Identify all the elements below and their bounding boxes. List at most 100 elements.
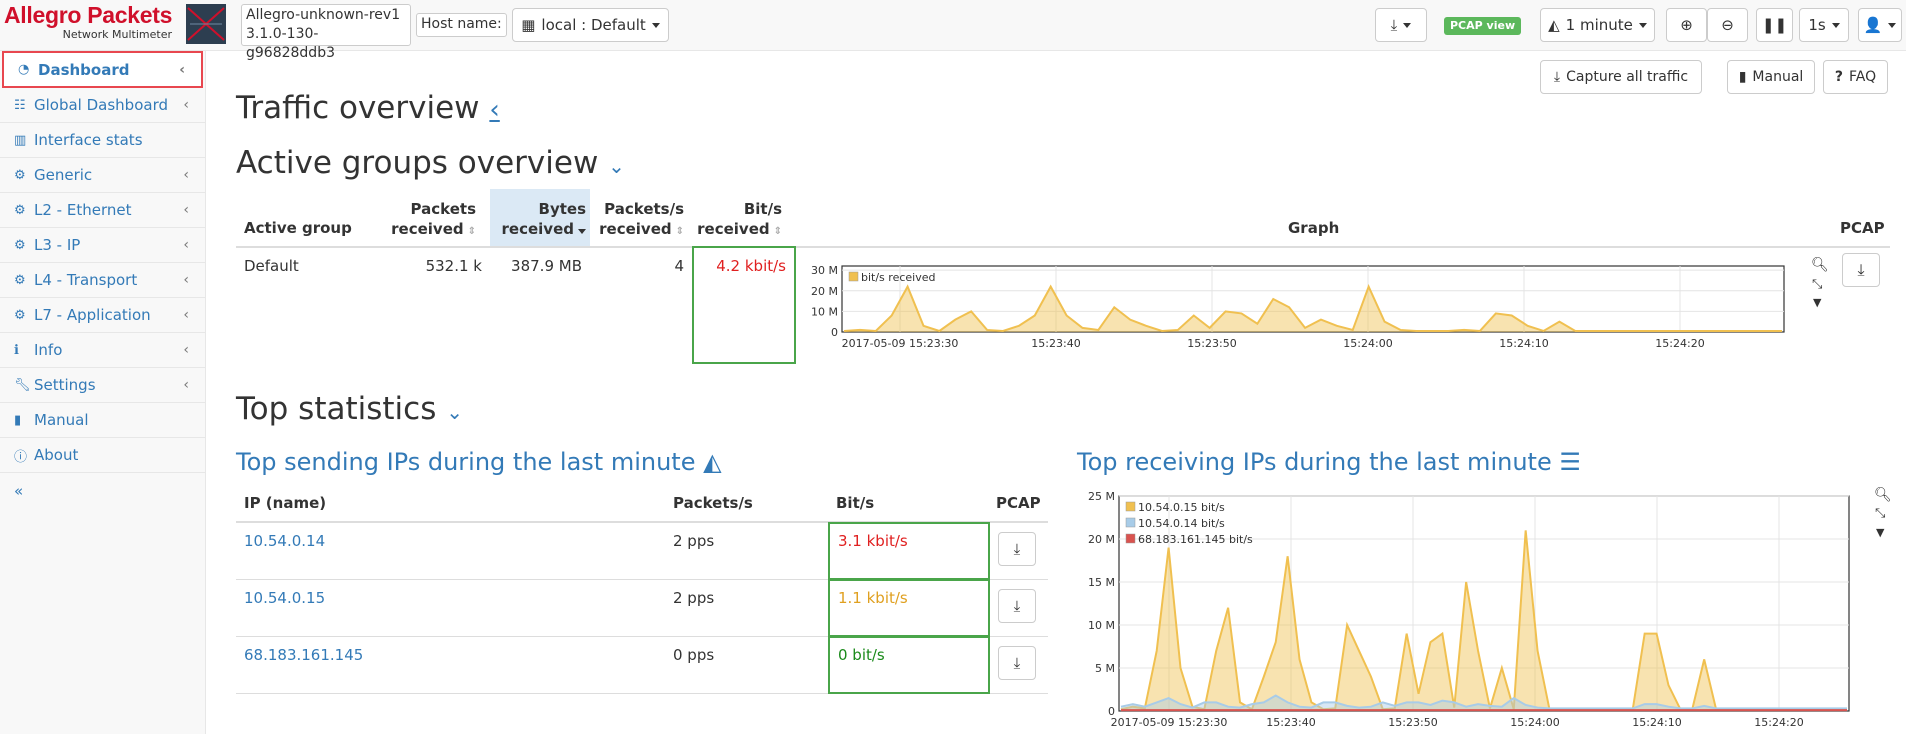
sidebar-item-manual[interactable]: ▮ Manual (0, 403, 205, 438)
chevron-left-icon: ‹ (183, 167, 189, 183)
ip-link[interactable]: 10.54.0.15 (244, 589, 326, 607)
interval-select[interactable]: ◭ 1 minute (1540, 8, 1655, 42)
col-bytes-received[interactable]: Bytes received (488, 199, 586, 239)
pcap-view-badge[interactable]: PCAP view (1444, 17, 1522, 35)
sidebar-item-l3-ip[interactable]: ⚙ L3 - IP ‹ (0, 228, 205, 263)
ip-bps: 1.1 kbit/s (838, 589, 908, 607)
ip-pcap-download-button[interactable]: ⤓ (998, 589, 1036, 623)
y-tick-label: 5 M (1095, 662, 1115, 675)
download-icon: ⤓ (1013, 540, 1021, 558)
export-dropdown-button[interactable]: ⤓ (1375, 8, 1427, 42)
chevron-down-icon[interactable]: ⌄ (446, 400, 463, 424)
ip-pps: 2 pps (673, 532, 715, 550)
gear-icon: ⚙ (14, 202, 26, 218)
chevron-left-icon: ‹ (183, 307, 189, 323)
sidebar-item-l2-ethernet[interactable]: ⚙ L2 - Ethernet ‹ (0, 193, 205, 228)
pause-button[interactable]: ❚❚ (1756, 8, 1793, 42)
legend-label: 10.54.0.15 bit/s (1138, 501, 1225, 514)
host-select[interactable]: ▦ local : Default (512, 8, 669, 42)
zoom-icon[interactable]: 🔍︎ (1811, 257, 1829, 273)
y-tick-label: 20 M (811, 285, 838, 298)
refresh-rate-value: 1s (1808, 16, 1826, 34)
col-pps-label: Packets/s received (599, 200, 684, 238)
book-icon: ▮ (14, 412, 22, 428)
col-packets-received[interactable]: Packets received ⇕ (380, 199, 476, 242)
chevron-down-icon[interactable]: ⌄ (608, 154, 625, 178)
sidebar-item-dashboard[interactable]: ◔ Dashboard ‹ (2, 51, 203, 88)
ip-link[interactable]: 68.183.161.145 (244, 646, 364, 664)
ip-link[interactable]: 10.54.0.14 (244, 532, 326, 550)
zoom-in-button[interactable]: ⊕ (1666, 8, 1707, 42)
faq-button[interactable]: ? FAQ (1823, 60, 1888, 94)
ip-pcap-download-button[interactable]: ⤓ (998, 646, 1036, 680)
col-pps-received[interactable]: Packets/s received ⇕ (596, 199, 684, 242)
zoom-out-button[interactable]: ⊖ (1707, 8, 1748, 42)
top-receiving-chart[interactable]: 0 5 M 10 M 15 M 20 M 25 M 2017-05-09 15:23:30 1… (1077, 490, 1877, 734)
top-receiving-title[interactable]: Top receiving IPs during the last minute (1077, 448, 1552, 476)
sidebar-item-l4-transport[interactable]: ⚙ L4 - Transport ‹ (0, 263, 205, 298)
legend-label: bit/s received (861, 271, 935, 284)
table-row (236, 637, 1048, 694)
chevron-left-icon: ‹ (183, 237, 189, 253)
col-bps-received[interactable]: Bit/s received ⇕ (690, 199, 782, 242)
list-icon: ☷ (14, 97, 26, 113)
group-packets: 532.1 k (425, 257, 482, 275)
x-tick-label: 2017-05-09 15:23:30 (842, 337, 959, 350)
chevron-left-icon[interactable]: ‹ (489, 95, 500, 125)
top-sending-title[interactable]: Top sending IPs during the last minute (236, 448, 696, 476)
col-active-group[interactable]: Active group (244, 219, 352, 237)
col-bytes-label: Bytes received (501, 200, 586, 238)
group-traffic-chart[interactable]: 0 10 M 20 M 30 M 2017-05-09 15:23:30 15:23:40… (800, 256, 1790, 356)
brand-logo[interactable]: Allegro Packets Network Multimeter (4, 2, 184, 48)
host-name-label: Host name: (416, 13, 507, 37)
caret-down-icon[interactable]: ▼ (1876, 526, 1885, 539)
table-row (236, 523, 1048, 580)
user-menu-button[interactable]: 👤 (1858, 8, 1902, 42)
grid-icon: ▦ (521, 16, 536, 34)
sidebar-item-generic[interactable]: ⚙ Generic ‹ (0, 158, 205, 193)
compress-icon[interactable]: ⤡ (1812, 277, 1823, 292)
device-name: Allegro-unknown-rev1 (246, 7, 401, 23)
top-statistics-heading: Top statistics ⌄ (236, 391, 463, 427)
chevron-down-icon (1638, 22, 1647, 28)
sidebar-item-about[interactable]: ⓘ About (0, 438, 205, 473)
area-chart-icon[interactable]: ◭ (703, 448, 722, 476)
table-header-divider (236, 246, 1890, 248)
top-statistics-title: Top statistics (236, 391, 437, 427)
sort-icon: ⇕ (773, 226, 782, 237)
caret-down-icon[interactable]: ▼ (1813, 296, 1822, 309)
table-row (236, 580, 1048, 637)
legend-swatch (848, 271, 859, 282)
sidebar-item-info[interactable]: ℹ Info ‹ (0, 333, 205, 368)
sidebar-item-label: Manual (34, 411, 89, 429)
capture-all-label: Capture all traffic (1566, 69, 1689, 85)
traffic-overview-title: Traffic overview (236, 90, 480, 126)
zoom-icon[interactable]: 🔍︎ (1874, 487, 1892, 503)
sidebar-item-settings[interactable]: 🔧︎ Settings ‹ (0, 368, 205, 403)
sidebar-item-l7-application[interactable]: ⚙ L7 - Application ‹ (0, 298, 205, 333)
download-icon: ⤓ (1013, 654, 1021, 672)
x-tick-label: 15:24:20 (1754, 716, 1803, 729)
x-tick-label: 15:24:10 (1499, 337, 1548, 350)
col-pcap: PCAP (1840, 219, 1885, 237)
ip-pps: 2 pps (673, 589, 715, 607)
compress-icon[interactable]: ⤡ (1875, 506, 1886, 521)
sidebar-item-interface-stats[interactable]: ▥ Interface stats (0, 123, 205, 158)
group-pps: 4 (674, 257, 684, 275)
group-bps: 4.2 kbit/s (716, 257, 786, 275)
ip-pcap-download-button[interactable]: ⤓ (998, 532, 1036, 566)
gear-icon: ⚙ (14, 307, 26, 323)
sidebar-item-global-dashboard[interactable]: ☷ Global Dashboard ‹ (0, 88, 205, 123)
manual-button[interactable]: ▮ Manual (1727, 60, 1815, 94)
zoom-out-icon: ⊖ (1721, 16, 1734, 34)
x-tick-label: 15:23:40 (1031, 337, 1080, 350)
bps-highlight-box (828, 579, 990, 637)
x-tick-label: 15:24:20 (1655, 337, 1704, 350)
group-pcap-download-button[interactable]: ⤓ (1842, 253, 1880, 287)
capture-all-traffic-button[interactable]: ⤓ Capture all traffic (1540, 60, 1702, 94)
ip-bps: 3.1 kbit/s (838, 532, 908, 550)
download-icon: ⤓ (1013, 597, 1021, 615)
sidebar-collapse-button[interactable]: « (14, 481, 24, 500)
refresh-rate-select[interactable]: 1s (1799, 8, 1849, 42)
list-icon[interactable]: ☰ (1559, 448, 1581, 476)
